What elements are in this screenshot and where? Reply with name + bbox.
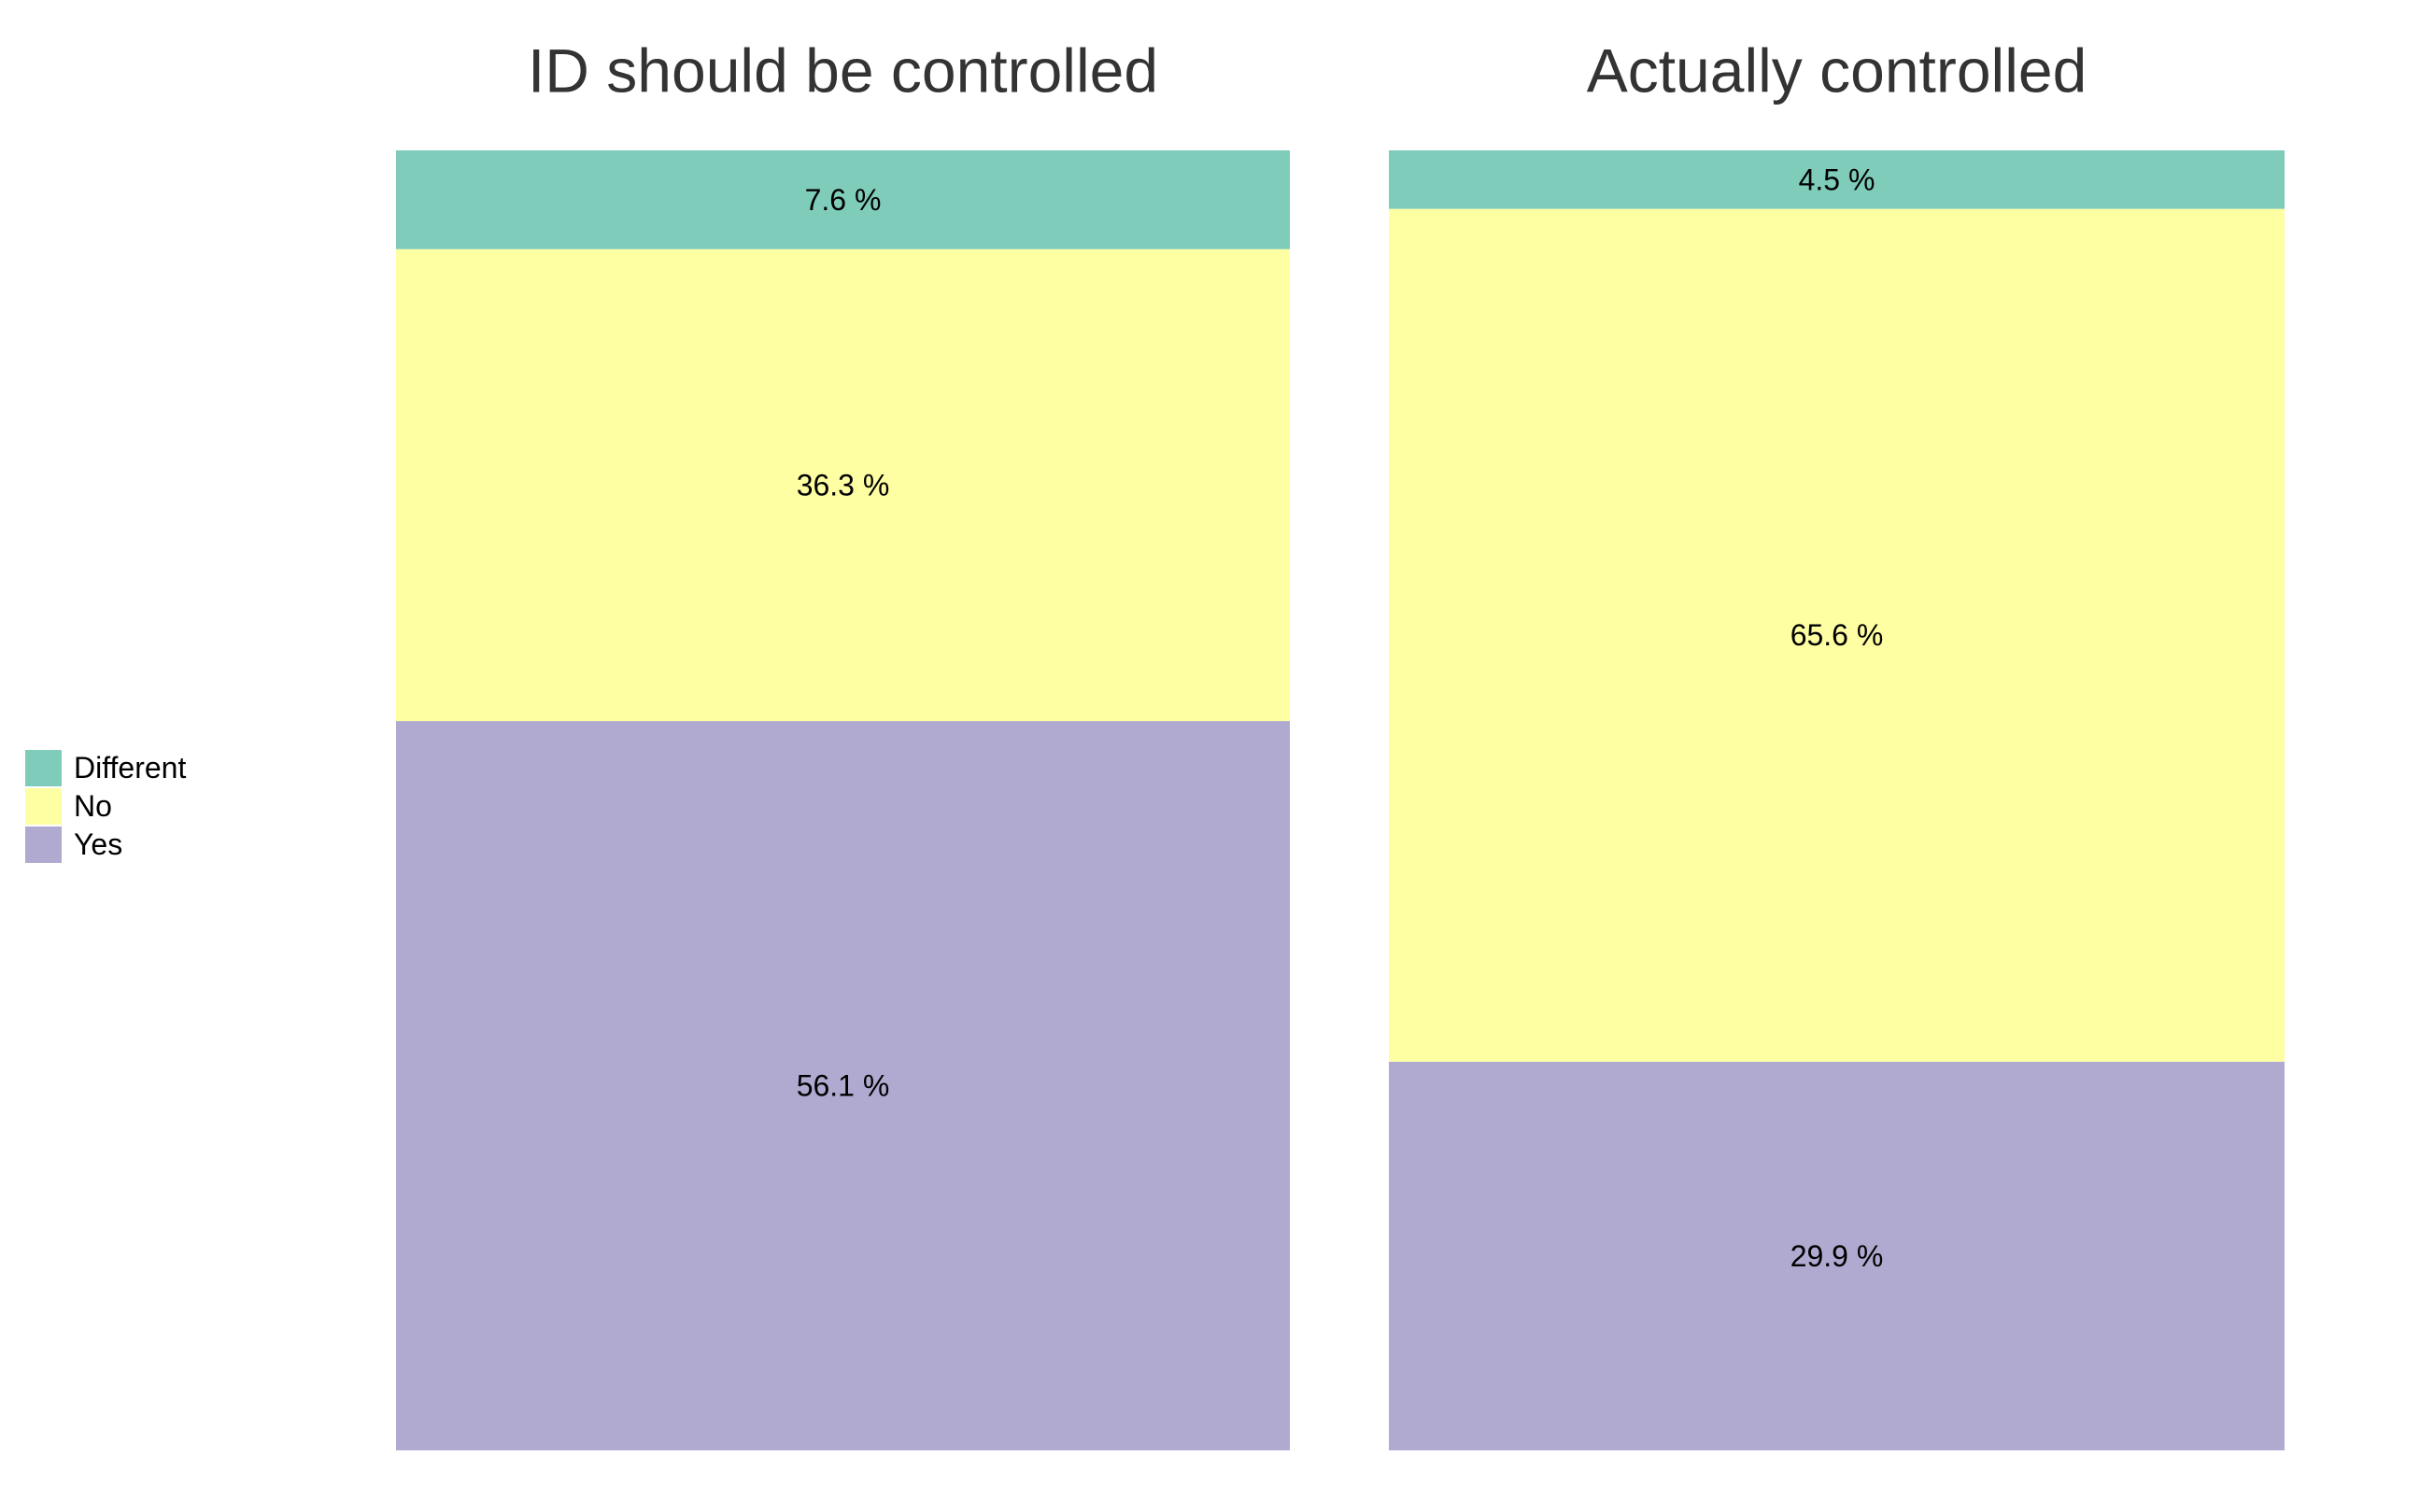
legend-label: Yes <box>74 827 122 861</box>
legend-swatch <box>25 827 62 863</box>
bar-segment-yes[interactable] <box>1389 1061 2285 1450</box>
panel-title: Actually controlled <box>1587 35 2087 105</box>
panel-actually-controlled: Actually controlled 29.9 % 65.6 % 4.5 % <box>1389 35 2285 1450</box>
legend-item-different[interactable]: Different <box>25 750 186 786</box>
bar-segment-different[interactable] <box>396 150 1290 249</box>
data-label: 65.6 % <box>1790 618 1884 652</box>
legend: Different No Yes <box>25 750 186 863</box>
panel-title: ID should be controlled <box>528 35 1158 105</box>
legend-item-no[interactable]: No <box>25 788 112 825</box>
data-label: 36.3 % <box>797 468 890 502</box>
legend-item-yes[interactable]: Yes <box>25 827 122 863</box>
data-label: 29.9 % <box>1790 1239 1884 1273</box>
legend-swatch <box>25 750 62 786</box>
bar-segment-yes[interactable] <box>396 721 1290 1450</box>
bar-segment-different[interactable] <box>1389 150 2285 209</box>
data-label: 4.5 % <box>1799 163 1875 196</box>
data-label: 7.6 % <box>805 183 882 217</box>
legend-label: No <box>74 789 112 823</box>
legend-swatch <box>25 788 62 825</box>
bar-segment-no[interactable] <box>1389 208 2285 1062</box>
bar-segment-no[interactable] <box>396 248 1290 722</box>
data-label: 56.1 % <box>797 1069 890 1103</box>
panel-id-should-be-controlled: ID should be controlled 56.1 % 36.3 % 7.6 % <box>396 35 1290 1450</box>
legend-label: Different <box>74 751 186 784</box>
